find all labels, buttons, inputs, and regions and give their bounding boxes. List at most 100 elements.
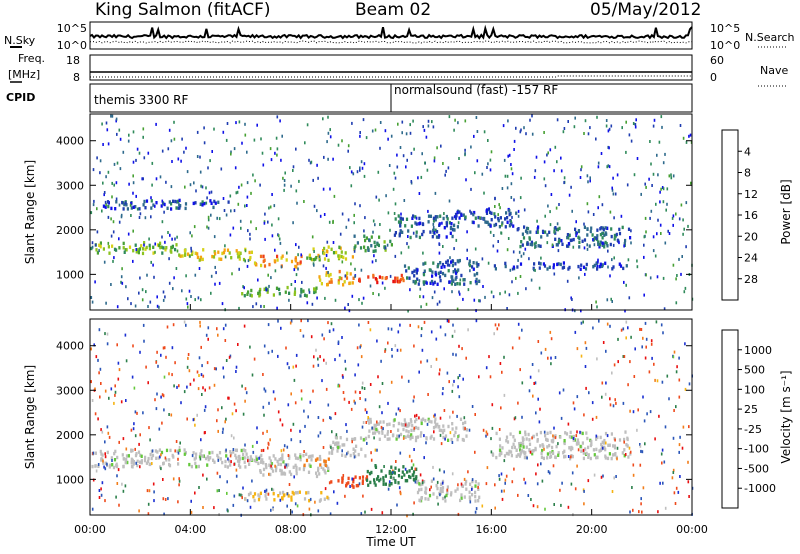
noise-cell: [685, 245, 687, 249]
noise-cell: [328, 481, 331, 485]
data-cell: [504, 264, 507, 269]
noise-cell: [241, 496, 243, 500]
noise-cell: [390, 430, 392, 433]
data-cell: [360, 447, 363, 451]
noise-cell: [374, 448, 377, 452]
data-cell: [402, 427, 405, 432]
data-cell: [438, 424, 441, 429]
noise-cell: [235, 370, 237, 373]
noise-cell: [142, 177, 144, 181]
noise-cell: [422, 251, 424, 255]
noise-cell: [285, 463, 288, 467]
data-cell: [505, 435, 509, 439]
data-cell: [239, 465, 242, 469]
noise-cell: [197, 387, 200, 391]
data-cell: [606, 226, 609, 230]
data-cell: [311, 454, 314, 458]
noise-cell: [345, 225, 348, 229]
velocity-frame: [89, 318, 693, 516]
data-cell: [442, 435, 445, 440]
data-cell: [424, 497, 427, 501]
data-cell: [587, 455, 590, 459]
noise-cell: [419, 287, 422, 291]
noise-cell: [612, 404, 615, 408]
noise-cell: [190, 246, 192, 250]
noise-cell: [317, 434, 320, 438]
noise-cell: [500, 472, 503, 476]
data-cell: [354, 437, 357, 441]
noise-cell: [351, 121, 353, 125]
noise-cell: [139, 212, 142, 216]
data-cell: [374, 277, 377, 281]
noise-cell: [112, 259, 114, 263]
data-cell: [572, 438, 575, 442]
data-cell: [243, 294, 246, 298]
noise-cell: [508, 153, 511, 157]
noise-cell: [632, 508, 634, 512]
noise-cell: [463, 416, 466, 420]
data-cell: [148, 246, 151, 251]
noise-cell: [323, 155, 325, 159]
noise-cell: [361, 381, 364, 385]
data-cell: [539, 430, 542, 435]
data-cell: [505, 439, 508, 443]
data-cell: [226, 248, 230, 252]
data-cell: [528, 438, 531, 442]
noise-cell: [675, 212, 677, 216]
data-cell: [299, 453, 302, 457]
noise-cell: [92, 478, 95, 482]
noise-cell: [358, 323, 360, 327]
data-cell: [623, 454, 626, 458]
data-cell: [145, 245, 148, 250]
data-cell: [549, 430, 552, 435]
data-cell: [393, 418, 396, 422]
data-cell: [386, 432, 389, 436]
data-cell: [561, 266, 564, 270]
noise-cell: [494, 506, 496, 510]
noise-cell: [253, 357, 256, 361]
noise-cell: [317, 509, 320, 513]
noise-cell: [456, 414, 458, 418]
noise-cell: [148, 237, 150, 241]
noise-cell: [579, 176, 582, 179]
data-cell: [332, 251, 336, 255]
noise-cell: [448, 199, 451, 203]
noise-cell: [448, 115, 451, 119]
noise-cell: [353, 213, 355, 217]
noise-cell: [650, 209, 653, 213]
data-cell: [305, 294, 308, 298]
data-cell: [232, 450, 235, 454]
noise-cell: [359, 204, 361, 208]
data-cell: [405, 424, 408, 428]
noise-cell: [682, 425, 685, 429]
data-cell: [427, 417, 430, 422]
data-cell: [206, 455, 209, 459]
noise-cell: [413, 395, 415, 399]
data-cell: [603, 438, 606, 443]
noise-cell: [376, 339, 378, 343]
noise-cell: [405, 165, 407, 169]
data-cell: [199, 255, 203, 260]
data-cell: [501, 221, 504, 225]
data-cell: [407, 266, 410, 270]
data-cell: [269, 459, 272, 463]
noise-cell: [439, 416, 442, 420]
data-cell: [531, 449, 534, 453]
data-cell: [460, 493, 463, 497]
noise-cell: [110, 283, 112, 286]
data-cell: [572, 237, 575, 242]
noise-cell: [232, 226, 235, 230]
data-cell: [342, 283, 345, 287]
data-cell: [125, 203, 128, 207]
data-cell: [134, 453, 138, 458]
data-cell: [490, 211, 493, 215]
data-cell: [255, 459, 258, 464]
noise-cell: [118, 440, 120, 444]
data-cell: [596, 234, 599, 238]
noise-cell: [529, 118, 531, 122]
data-cell: [106, 200, 110, 204]
noise-cell: [194, 491, 196, 495]
data-cell: [280, 256, 283, 260]
data-cell: [136, 463, 139, 468]
data-cell: [372, 273, 375, 278]
